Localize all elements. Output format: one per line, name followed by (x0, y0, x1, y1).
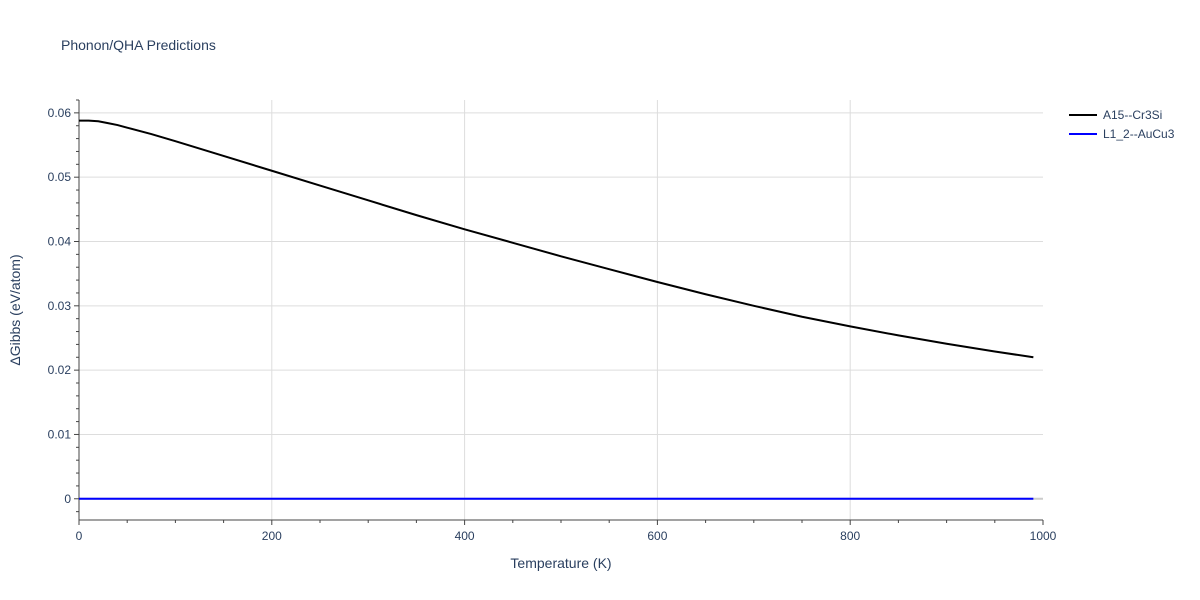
x-tick-label: 200 (262, 529, 282, 543)
legend-entry-0: A15--Cr3Si (1103, 108, 1162, 122)
y-axis-title: ΔGibbs (eV/atom) (7, 254, 23, 365)
y-tick-label: 0.05 (48, 170, 72, 184)
y-tick-label: 0.06 (48, 106, 72, 120)
chart-title: Phonon/QHA Predictions (61, 37, 216, 53)
x-tick-label: 600 (647, 529, 667, 543)
x-tick-label: 1000 (1030, 529, 1057, 543)
x-tick-label: 400 (455, 529, 475, 543)
x-axis-title: Temperature (K) (510, 555, 611, 571)
series-line-0 (79, 119, 1034, 359)
axes: 0 0.01 0.02 0.03 0.04 0.05 0.06 0 200 400 600 800 10… (48, 99, 1057, 543)
y-tick-label: 0.02 (48, 363, 72, 377)
y-tick-label: 0.03 (48, 299, 72, 313)
y-tick-label: 0.04 (48, 235, 72, 249)
x-tick-label: 800 (840, 529, 860, 543)
series-layer (79, 119, 1034, 500)
legend-entry-1: L1_2--AuCu3 (1103, 127, 1175, 141)
x-tick-label: 0 (76, 529, 83, 543)
grid (79, 100, 1043, 520)
y-tick-label: 0.01 (48, 427, 72, 441)
y-tick-label: 0 (64, 492, 71, 506)
legend[interactable]: A15--Cr3Si L1_2--AuCu3 (1069, 108, 1175, 141)
